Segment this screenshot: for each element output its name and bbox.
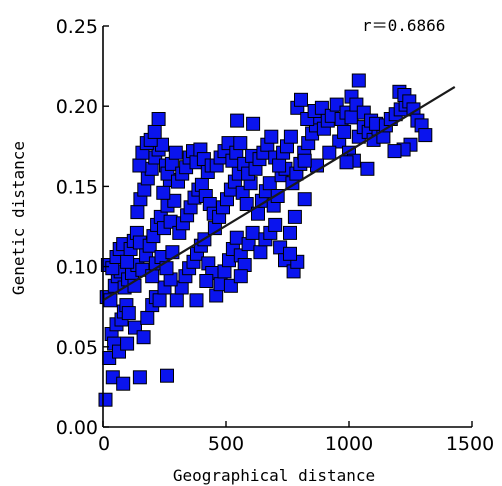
data-points <box>98 73 433 407</box>
data-point <box>297 192 312 207</box>
data-point <box>246 116 261 131</box>
data-point <box>136 330 151 345</box>
data-point <box>121 306 136 321</box>
data-point <box>156 185 171 200</box>
data-point <box>360 161 375 176</box>
y-tick-label: 0.00 <box>56 417 98 439</box>
axes <box>102 26 472 428</box>
data-point <box>344 110 359 125</box>
data-point <box>147 124 162 139</box>
x-tick-label: 500 <box>208 433 244 455</box>
data-point <box>268 217 283 232</box>
data-point <box>294 92 308 107</box>
data-point <box>120 254 135 269</box>
data-point <box>151 112 166 126</box>
data-point <box>140 310 155 325</box>
data-point <box>253 245 268 260</box>
data-point <box>130 205 145 220</box>
data-point <box>283 129 298 144</box>
data-point <box>116 376 131 391</box>
data-point <box>233 136 248 151</box>
data-point <box>230 113 245 128</box>
data-point <box>152 293 167 308</box>
data-point <box>199 274 214 288</box>
data-point <box>239 197 254 211</box>
correlation-annotation: r＝0.6866 <box>362 16 445 35</box>
data-point <box>233 269 248 284</box>
y-tick-label: 0.10 <box>56 257 98 279</box>
data-point <box>351 73 366 88</box>
x-tick-label: 1500 <box>446 433 494 455</box>
data-point <box>337 124 352 139</box>
data-point <box>272 158 287 173</box>
x-axis-title: Geographical distance <box>173 466 375 485</box>
x-tick-label: 0 <box>98 433 110 455</box>
regression-line <box>102 86 456 302</box>
y-tick-label: 0.15 <box>56 176 98 198</box>
y-tick-label: 0.20 <box>56 96 98 118</box>
data-point <box>132 158 147 173</box>
y-axis-title: Genetic distance <box>9 141 28 295</box>
data-point <box>283 246 297 261</box>
data-point <box>287 209 302 224</box>
data-point <box>189 293 204 308</box>
y-tick-label: 0.05 <box>56 337 98 359</box>
data-point <box>339 155 354 170</box>
data-point <box>160 368 174 383</box>
data-point <box>167 193 182 208</box>
x-tick-label: 1000 <box>325 433 373 455</box>
data-point <box>283 225 297 240</box>
data-point <box>245 225 260 240</box>
ticks: 0 500 1000 1500 0.00 0.05 0.10 0.15 0.20 0.25 <box>56 16 494 455</box>
y-tick-label: 0.25 <box>56 16 98 38</box>
data-point <box>168 145 183 160</box>
data-point <box>322 145 337 160</box>
data-point <box>262 176 277 191</box>
data-point <box>229 230 244 245</box>
data-point <box>98 392 113 407</box>
data-point <box>132 370 147 385</box>
data-point <box>418 128 433 143</box>
data-point <box>297 153 312 168</box>
data-point <box>264 129 279 144</box>
data-point <box>169 293 184 308</box>
data-point <box>120 336 135 351</box>
data-point <box>387 144 402 159</box>
data-point <box>165 245 180 260</box>
